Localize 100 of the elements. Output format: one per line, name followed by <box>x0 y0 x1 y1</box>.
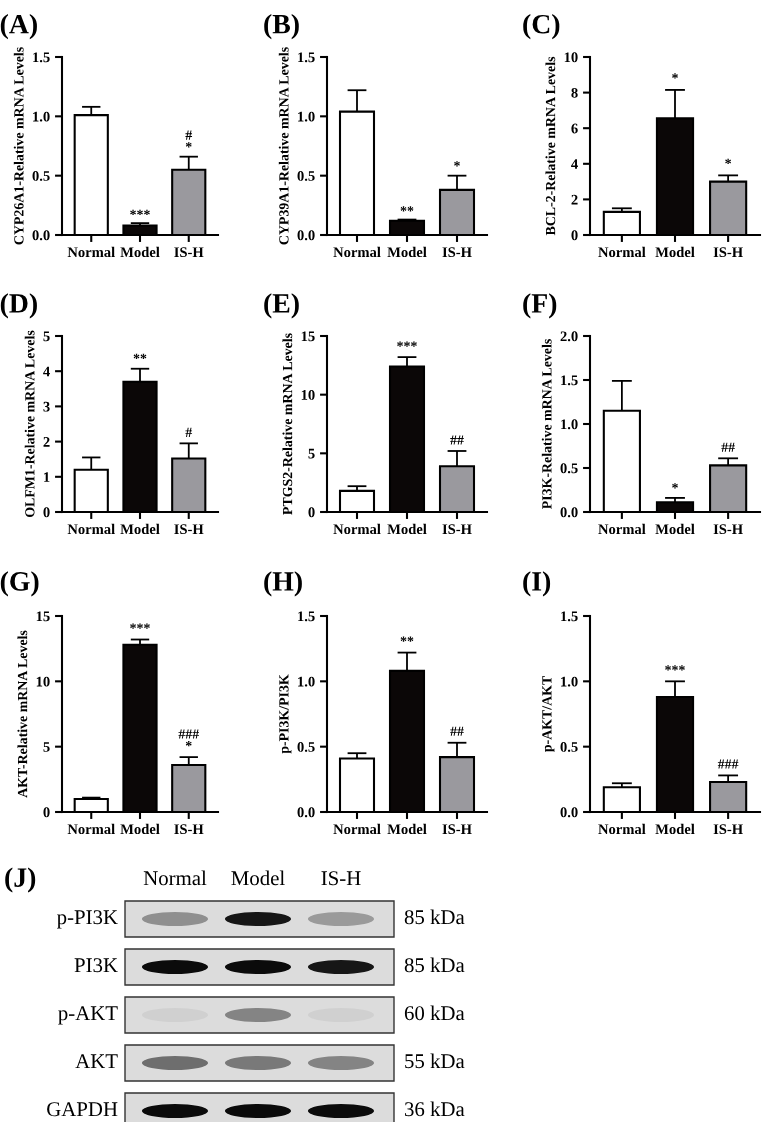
chart-title: (D) <box>0 293 37 319</box>
annotation: ### <box>717 759 739 769</box>
y-tick-label: 2 <box>43 437 50 447</box>
y-tick-label: 1.5 <box>561 611 578 622</box>
y-tick-label: 1.0 <box>298 111 315 122</box>
y-tick-label: 1.5 <box>33 52 50 63</box>
chart-title: (B) <box>264 14 299 40</box>
x-tick-label: Model <box>387 823 427 835</box>
x-tick-label: IS-H <box>713 524 743 535</box>
y-tick-label: 1.5 <box>298 611 315 622</box>
x-tick-label: Model <box>120 823 160 835</box>
y-tick-label: 1.0 <box>33 111 50 122</box>
x-tick-label: Model <box>655 523 695 535</box>
annotation: *** <box>665 665 685 671</box>
y-tick-label: 4 <box>571 159 578 169</box>
chart-title: (C) <box>523 14 560 40</box>
y-tick-label: 0.0 <box>297 230 315 241</box>
y-tick-label: 0 <box>43 507 50 518</box>
category-label: 36 kDa <box>405 1101 465 1117</box>
x-tick-label: Model <box>387 246 427 258</box>
chart-title: (E) <box>264 293 299 319</box>
chart-title: (G) <box>0 571 39 597</box>
x-tick-label: Model <box>120 523 160 535</box>
y-axis-title: PTGS2-Relative mRNA Levels <box>282 333 293 515</box>
annotation: * <box>725 158 732 165</box>
x-tick-label: IS-H <box>174 524 204 535</box>
y-tick-label: 15 <box>36 611 50 622</box>
y-tick-label: 0 <box>571 230 578 241</box>
x-tick-label: Model <box>655 246 695 258</box>
x-tick-label: Normal <box>598 823 646 835</box>
y-tick-label: 1.5 <box>561 375 578 386</box>
annotation: *** <box>397 341 417 347</box>
y-tick-label: 5 <box>308 448 315 459</box>
y-tick-label: 1.0 <box>561 676 578 687</box>
category-label: IS-H <box>321 871 361 886</box>
chart-title: (A) <box>0 14 37 40</box>
y-tick-label: 0.5 <box>297 742 315 752</box>
category-label: 85 kDa <box>404 909 465 925</box>
x-tick-label: IS-H <box>442 824 472 835</box>
y-tick-label: 10 <box>564 52 578 63</box>
annotation: * <box>672 73 678 79</box>
x-tick-label: Normal <box>333 823 381 835</box>
x-tick-label: Normal <box>333 523 381 535</box>
y-tick-label: 0.0 <box>560 807 578 818</box>
category-label: Normal <box>143 870 207 886</box>
x-tick-label: Normal <box>67 823 115 835</box>
y-tick-label: 0 <box>308 507 315 518</box>
text: (J) <box>5 867 36 893</box>
y-tick-label: 2.0 <box>560 331 578 342</box>
y-tick-label: 1.0 <box>298 676 315 687</box>
y-axis-title: CYP26A1-Relative mRNA Levels <box>13 47 24 245</box>
y-tick-label: 15 <box>301 331 315 342</box>
y-tick-label: 1 <box>44 472 50 482</box>
annotation: *** <box>130 623 150 629</box>
y-tick-label: 1.5 <box>298 52 315 63</box>
category-label: PI3K <box>74 958 118 973</box>
category-label: p-PI3K <box>57 910 118 929</box>
chart-title: (H) <box>264 571 302 597</box>
y-axis-title: p-AKT/AKT <box>542 676 555 753</box>
y-tick-label: 0.5 <box>560 742 578 752</box>
y-tick-label: 0.5 <box>560 463 578 474</box>
y-axis-title: AKT-Relative mRNA Levels <box>17 630 28 798</box>
y-tick-label: 8 <box>571 87 578 98</box>
x-tick-label: Model <box>387 523 427 535</box>
annotation: ** <box>400 636 414 642</box>
x-tick-label: Normal <box>67 523 115 535</box>
y-axis-title: PI3K-Relative mRNA Levels <box>541 339 552 510</box>
y-tick-label: 5 <box>43 742 50 752</box>
y-tick-label: 0.5 <box>32 171 50 181</box>
y-tick-label: 0.5 <box>297 171 315 181</box>
category-label: 60 kDa <box>404 1005 465 1021</box>
x-tick-label: Normal <box>333 246 381 258</box>
y-tick-label: 5 <box>43 331 50 342</box>
y-tick-label: 10 <box>36 676 50 687</box>
annotation: ** <box>400 206 414 212</box>
annotation: ## <box>450 435 464 445</box>
category-label: 85 kDa <box>404 957 465 973</box>
x-tick-label: Normal <box>598 523 646 535</box>
category-label: AKT <box>75 1054 118 1069</box>
x-tick-label: IS-H <box>174 247 204 258</box>
x-tick-label: IS-H <box>442 247 472 258</box>
annotation: ** <box>133 353 147 360</box>
category-label: Model <box>231 870 285 886</box>
x-tick-label: IS-H <box>174 824 204 835</box>
y-tick-label: 1.0 <box>561 419 578 430</box>
x-tick-label: Model <box>120 246 160 258</box>
x-tick-label: IS-H <box>442 524 472 535</box>
annotation: * <box>454 161 460 167</box>
x-tick-label: Normal <box>598 246 646 258</box>
x-tick-label: Normal <box>67 246 115 258</box>
y-axis-title: CYP39A1-Relative mRNA Levels <box>278 47 289 245</box>
chart-title: (F) <box>523 293 557 319</box>
annotation: * <box>672 483 678 489</box>
annotation: # * <box>185 130 193 148</box>
y-tick-label: 0.0 <box>560 507 578 518</box>
annotation: ### * <box>178 729 199 747</box>
chart-title: (I) <box>523 571 551 597</box>
y-axis-title: OLFM1-Relative mRNA Levels <box>24 330 35 518</box>
y-tick-label: 0 <box>43 807 50 818</box>
annotation: ## <box>450 726 464 736</box>
